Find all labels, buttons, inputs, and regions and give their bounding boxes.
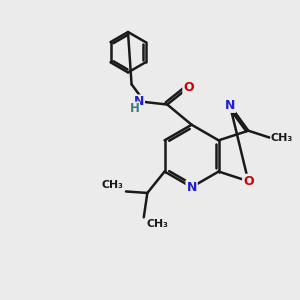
Text: O: O <box>243 175 254 188</box>
Text: CH₃: CH₃ <box>271 133 293 143</box>
Text: CH₃: CH₃ <box>102 180 124 190</box>
Text: N: N <box>225 99 235 112</box>
Text: N: N <box>186 181 197 194</box>
Text: H: H <box>130 102 140 115</box>
Text: O: O <box>183 81 194 94</box>
Text: N: N <box>134 95 144 108</box>
Text: CH₃: CH₃ <box>146 219 168 229</box>
